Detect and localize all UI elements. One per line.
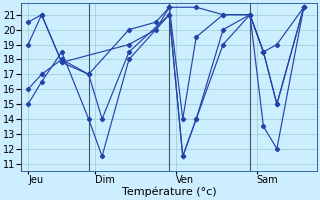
X-axis label: Température (°c): Température (°c): [122, 187, 217, 197]
